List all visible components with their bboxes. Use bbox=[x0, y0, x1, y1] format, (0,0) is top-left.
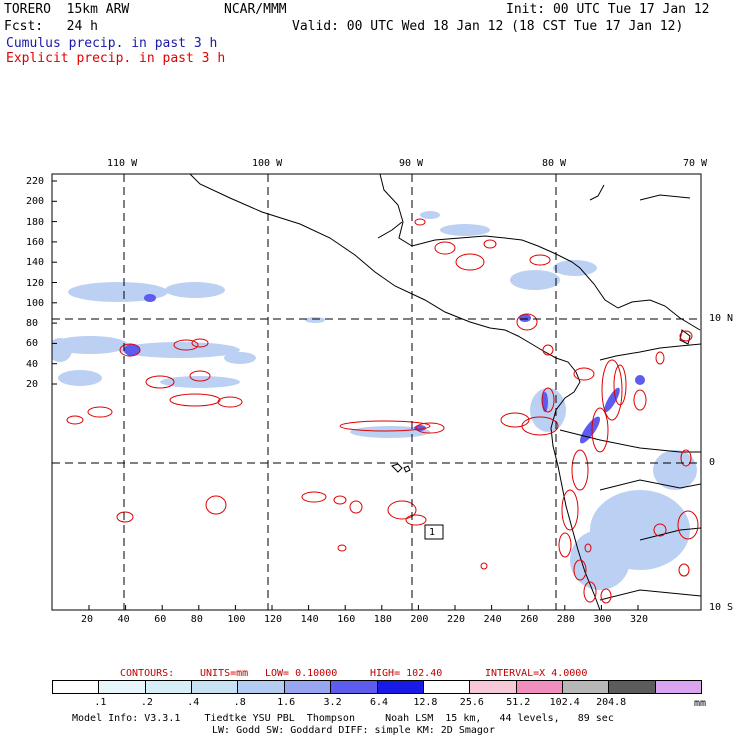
y-tick-label: 120 bbox=[26, 277, 45, 289]
organization: NCAR/MMM bbox=[224, 2, 287, 17]
color-legend-bar bbox=[52, 680, 702, 694]
x-tick-label: 260 bbox=[520, 614, 539, 625]
x-tick-label: 40 bbox=[117, 614, 130, 625]
cumulus-precip-shading bbox=[52, 211, 697, 590]
init-time: Init: 00 UTC Tue 17 Jan 12 bbox=[506, 2, 710, 17]
legend-swatch bbox=[470, 681, 517, 693]
legend-label: 12.8 bbox=[413, 697, 438, 708]
legend-swatch bbox=[145, 681, 193, 693]
legend-swatch bbox=[192, 681, 239, 693]
y-tick-label: 160 bbox=[26, 236, 45, 248]
legend-label: 6.4 bbox=[369, 697, 389, 708]
y-tick-label: 40 bbox=[26, 358, 39, 370]
x-tick-label: 280 bbox=[556, 614, 575, 625]
legend-label: .2 bbox=[140, 697, 153, 708]
latlon-grid bbox=[52, 174, 701, 610]
y-tick-label: 80 bbox=[26, 318, 39, 330]
y-tick-label: 100 bbox=[26, 297, 45, 309]
legend-swatch bbox=[516, 681, 563, 693]
coastlines bbox=[189, 174, 701, 610]
lon-label-100w: 100 W bbox=[252, 158, 283, 169]
model-name: TORERO 15km ARW bbox=[4, 2, 130, 17]
x-tick-label: 180 bbox=[373, 614, 392, 625]
lon-label-70w: 70 W bbox=[683, 158, 708, 169]
max-marker-label: 1 bbox=[429, 527, 436, 538]
legend-swatch bbox=[655, 681, 702, 693]
y-tick-label: 220 bbox=[26, 176, 45, 187]
x-tick-label: 160 bbox=[337, 614, 356, 625]
legend-swatch bbox=[284, 681, 332, 693]
legend-swatch bbox=[238, 681, 285, 693]
legend-label: .1 bbox=[94, 697, 107, 708]
legend-swatch bbox=[609, 681, 656, 693]
explicit-precip-contours bbox=[66, 218, 699, 604]
x-tick-label: 100 bbox=[227, 614, 246, 625]
contour-info-units: UNITS=mm bbox=[200, 668, 249, 679]
x-tick-label: 240 bbox=[483, 614, 502, 625]
field-title-explicit: Explicit precip. in past 3 h bbox=[6, 51, 226, 66]
lat-label-0: 0 bbox=[709, 457, 716, 468]
lon-label-90w: 90 W bbox=[399, 158, 424, 169]
legend-swatch bbox=[53, 681, 100, 693]
map-frame bbox=[51, 173, 702, 611]
x-tick-label: 220 bbox=[447, 614, 466, 625]
x-tick-label: 20 bbox=[81, 614, 94, 625]
legend-swatch bbox=[99, 681, 146, 693]
legend-swatch bbox=[377, 681, 424, 693]
legend-swatch bbox=[331, 681, 378, 693]
legend-label: 204.8 bbox=[596, 697, 627, 708]
physics-info: LW: Godd SW: Goddard DIFF: simple KM: 2D… bbox=[212, 725, 495, 736]
field-title-cumulus: Cumulus precip. in past 3 h bbox=[6, 36, 218, 51]
lon-label-110w: 110 W bbox=[107, 158, 138, 169]
x-tick-label: 320 bbox=[630, 614, 649, 625]
max-marker bbox=[424, 524, 444, 540]
legend-swatch bbox=[423, 681, 471, 693]
y-tick-label: 20 bbox=[26, 379, 39, 390]
forecast-hour: Fcst: 24 h bbox=[4, 19, 98, 34]
x-tick-label: 300 bbox=[593, 614, 612, 625]
x-tick-label: 140 bbox=[300, 614, 319, 625]
x-tick-label: 60 bbox=[154, 614, 167, 625]
model-info: Model Info: V3.3.1 Tiedtke YSU PBL Thomp… bbox=[72, 713, 614, 724]
legend-label: 3.2 bbox=[323, 697, 342, 708]
legend-label: .4 bbox=[187, 697, 200, 708]
contour-info-interval: INTERVAL=X 4.0000 bbox=[485, 668, 588, 679]
legend-swatch bbox=[562, 681, 610, 693]
legend-unit: mm bbox=[694, 698, 707, 709]
legend-label: 102.4 bbox=[549, 697, 580, 708]
y-tick-label: 200 bbox=[26, 196, 45, 208]
legend-label: 1.6 bbox=[277, 697, 296, 708]
legend-label: .8 bbox=[233, 697, 246, 708]
x-tick-label: 120 bbox=[264, 614, 283, 625]
valid-time: Valid: 00 UTC Wed 18 Jan 12 (18 CST Tue … bbox=[292, 19, 684, 34]
legend-label: 25.6 bbox=[459, 697, 484, 708]
x-tick-label: 80 bbox=[190, 614, 203, 625]
legend-label: 51.2 bbox=[506, 697, 531, 708]
contour-info-label: CONTOURS: bbox=[120, 668, 175, 679]
y-tick-label: 180 bbox=[26, 216, 45, 228]
lon-label-80w: 80 W bbox=[542, 158, 567, 169]
y-tick-label: 60 bbox=[26, 338, 39, 350]
lat-label-10s: 10 S bbox=[709, 602, 734, 613]
lat-label-10n: 10 N bbox=[709, 313, 734, 324]
x-tick-label: 200 bbox=[410, 614, 429, 625]
y-tick-label: 140 bbox=[26, 257, 45, 269]
contour-info-high: HIGH= 102.40 bbox=[370, 668, 443, 679]
cumulus-precip-strong bbox=[124, 294, 645, 444]
contour-info-low: LOW= 0.10000 bbox=[265, 668, 338, 679]
